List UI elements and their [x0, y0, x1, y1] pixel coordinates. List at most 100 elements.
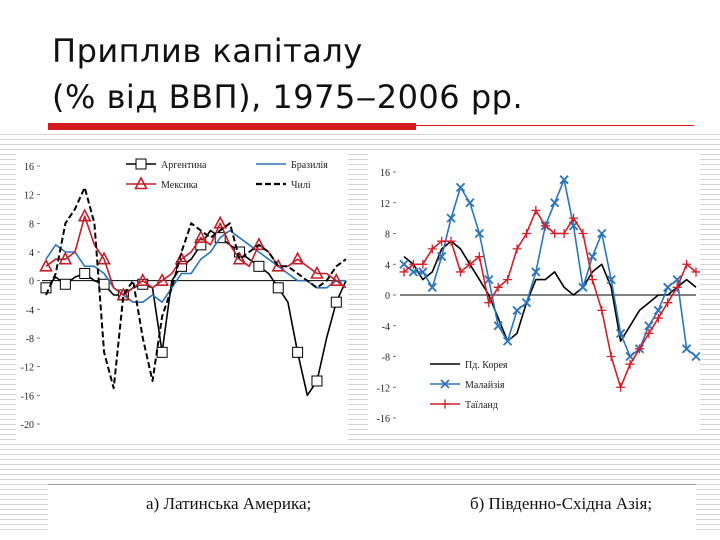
caption-latin-america: а) Латинська Америка; — [146, 494, 312, 513]
data-point — [663, 282, 673, 292]
data-point — [97, 251, 111, 265]
legend-marker — [135, 158, 147, 170]
y-tick-label: 16 — [24, 162, 34, 173]
data-point — [493, 282, 503, 292]
caption-strip — [48, 483, 696, 535]
data-point — [195, 239, 207, 251]
data-point — [408, 259, 418, 269]
series-line — [45, 215, 347, 296]
slide-title-line-2: (% від ВВП), 1975‒2006 рр. — [52, 78, 524, 116]
y-tick-label: -12 — [21, 363, 34, 374]
data-point — [540, 221, 550, 231]
y-tick-label: 4 — [29, 248, 34, 259]
legend-label: Аргентина — [161, 160, 207, 171]
series-2 — [399, 175, 701, 362]
caption-southeast-asia: б) Південно-Східна Азія; — [470, 494, 653, 513]
legend-label: Мексика — [161, 180, 198, 191]
legend-marker — [440, 379, 450, 389]
data-point — [569, 213, 579, 223]
data-point — [446, 236, 456, 246]
data-point — [559, 175, 569, 185]
data-point — [427, 244, 437, 254]
data-point — [213, 215, 228, 229]
data-point — [252, 237, 266, 251]
data-point — [292, 346, 304, 358]
data-point — [399, 267, 409, 277]
data-point — [418, 267, 428, 277]
data-point — [437, 236, 447, 246]
data-point — [194, 229, 208, 243]
series-line — [45, 229, 347, 397]
chart-latin-america: 16 12 8 4 0 -4 -8 -12 -16 -20 Аргентина Бразилія Мек… — [21, 158, 347, 431]
data-point — [691, 351, 701, 362]
data-point — [310, 265, 324, 279]
data-point — [484, 274, 494, 285]
data-point — [98, 278, 110, 290]
data-point — [587, 251, 598, 262]
legend-marker — [134, 176, 148, 190]
data-point — [77, 208, 92, 222]
data-point — [484, 298, 494, 308]
legend-label: Пд. Корея — [465, 360, 508, 371]
series-line — [45, 186, 347, 390]
data-point — [232, 251, 247, 265]
series-line — [403, 240, 697, 342]
data-point — [427, 282, 437, 292]
data-point — [446, 213, 456, 223]
y-tick-label: 8 — [385, 230, 390, 241]
data-point — [474, 252, 484, 262]
data-point — [682, 259, 692, 269]
data-point — [493, 321, 503, 331]
data-point — [644, 328, 654, 338]
data-point — [418, 259, 428, 269]
y-tick-label: 12 — [24, 191, 34, 202]
data-point — [512, 305, 522, 316]
data-point — [597, 305, 607, 315]
data-point — [559, 229, 569, 238]
data-point — [512, 244, 522, 254]
series-1 — [40, 229, 347, 397]
y-tick-label: 0 — [385, 291, 390, 302]
data-point — [578, 282, 588, 292]
chart-panel-southeast-asia: 16 12 8 4 0 -4 -8 -12 -16 Пд. Корея Малайзія Таїлан… — [368, 152, 701, 430]
series-4 — [45, 186, 347, 390]
data-point — [39, 258, 53, 272]
data-point — [625, 359, 635, 369]
series-3 — [399, 205, 701, 392]
data-point — [329, 272, 344, 286]
slide-title: Приплив капіталу (% від ВВП), 1975‒2006 … — [52, 28, 692, 120]
y-tick-label: -16 — [377, 414, 390, 425]
caption-rule — [48, 484, 696, 485]
data-point — [616, 328, 626, 339]
legend: Аргентина Бразилія Мексика Чилі — [126, 158, 328, 191]
data-point — [156, 346, 168, 358]
legend-marker — [440, 399, 450, 409]
slide-title-line-1: Приплив капіталу — [52, 32, 363, 70]
title-accent-bar — [48, 123, 416, 130]
data-point — [465, 198, 475, 208]
y-tick-label: -4 — [26, 305, 34, 316]
data-point — [253, 260, 265, 272]
data-point — [399, 259, 409, 269]
data-point — [531, 267, 541, 277]
data-point — [587, 275, 597, 285]
data-point — [408, 267, 419, 277]
data-point — [550, 198, 560, 208]
data-point — [59, 278, 71, 290]
data-point — [531, 205, 541, 215]
series-line — [45, 229, 346, 303]
y-tick-label: -12 — [377, 383, 390, 394]
chart-southeast-asia: 16 12 8 4 0 -4 -8 -12 -16 Пд. Корея Малайзія Таїлан… — [377, 168, 701, 425]
legend-label: Бразилія — [291, 160, 328, 171]
data-point — [672, 282, 682, 292]
series-line — [403, 209, 697, 389]
series-line — [403, 178, 697, 358]
y-tick-label: 8 — [29, 219, 34, 230]
data-point — [616, 382, 626, 392]
data-point — [691, 267, 701, 277]
data-point — [521, 298, 532, 308]
data-point — [135, 272, 150, 286]
y-tick-label: -20 — [21, 420, 34, 431]
data-point — [681, 344, 692, 354]
data-point — [474, 228, 484, 239]
